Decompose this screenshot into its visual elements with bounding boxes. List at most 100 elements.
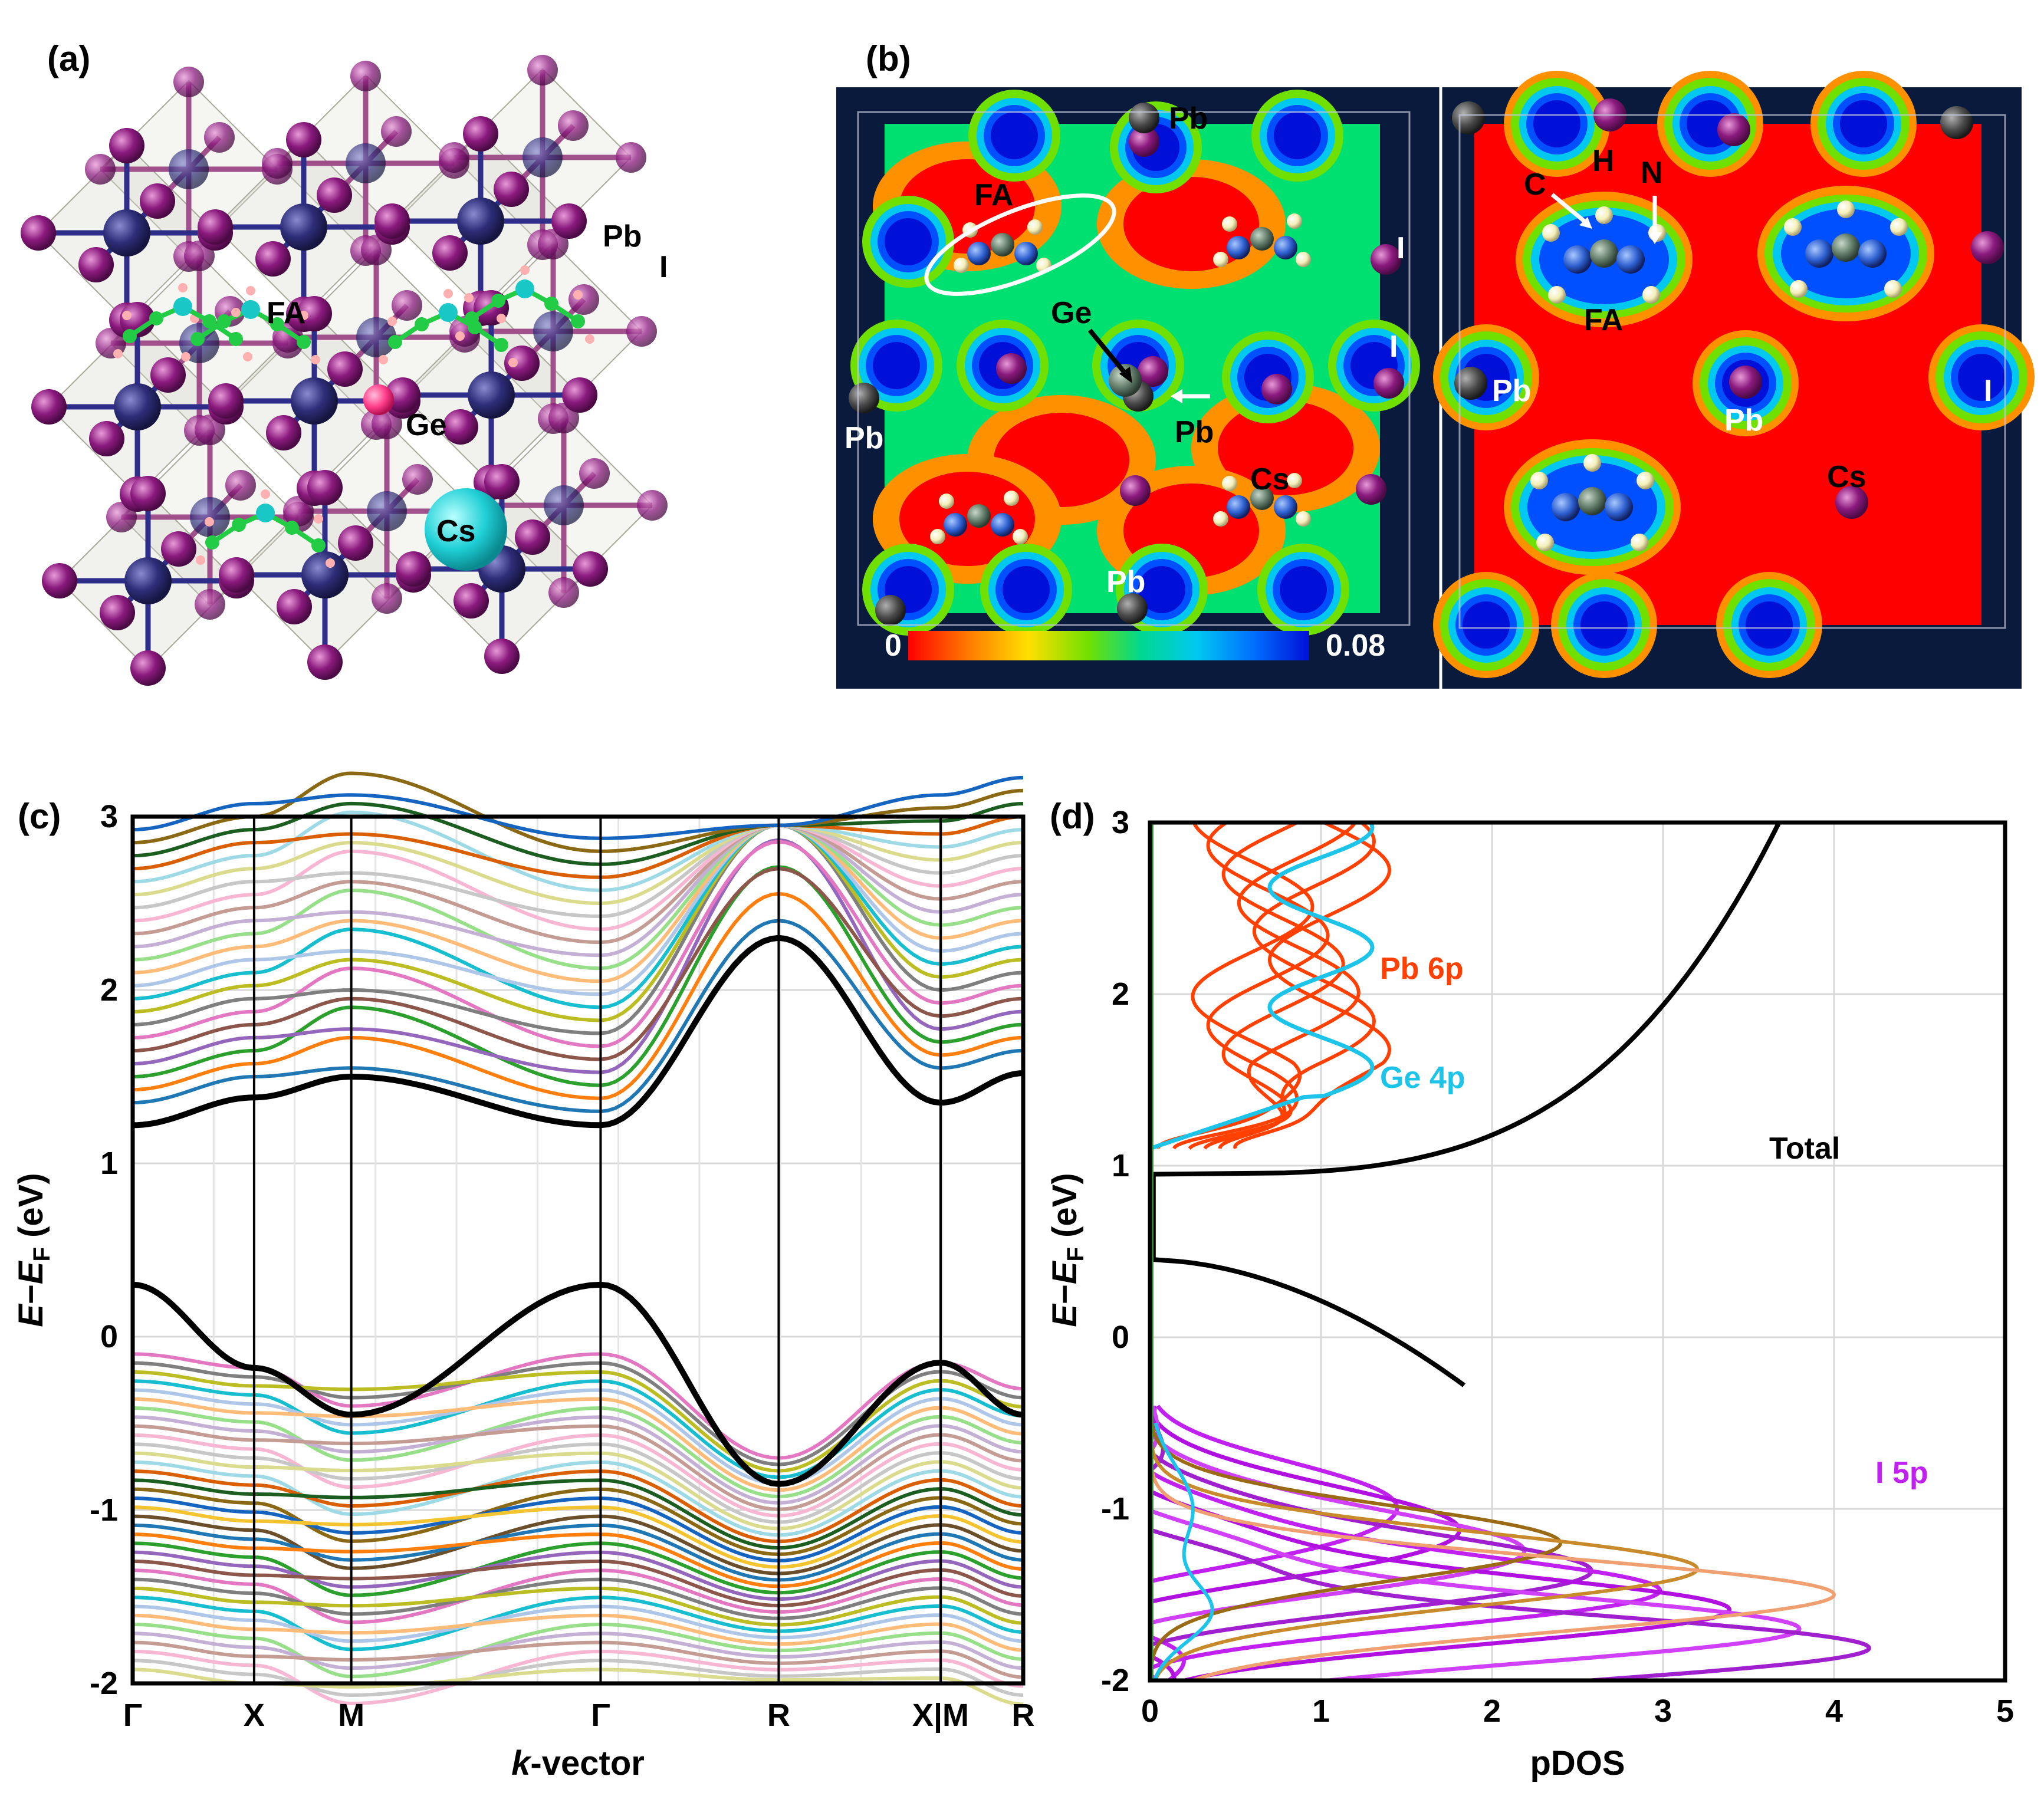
band-y-tick: 1 bbox=[100, 1146, 118, 1181]
pb-bottom-label: Pb bbox=[1106, 565, 1145, 599]
pb-left-label: Pb bbox=[844, 421, 883, 455]
iodine-atom bbox=[130, 476, 166, 511]
fa-label-right: FA bbox=[1584, 303, 1623, 337]
hydrogen-atom bbox=[1642, 286, 1660, 304]
fa-atom bbox=[571, 314, 585, 328]
lead-atom bbox=[103, 209, 150, 256]
fa-atom bbox=[202, 314, 216, 328]
pb-left-label-right: Pb bbox=[1492, 374, 1531, 408]
lead-atom bbox=[533, 311, 573, 351]
fa-atom bbox=[190, 332, 205, 346]
ge-arrow bbox=[1087, 328, 1130, 378]
iodine-atom bbox=[78, 247, 114, 282]
pdos-y-tick: -1 bbox=[1101, 1491, 1129, 1527]
fa-atom bbox=[217, 314, 231, 328]
iodine-atom bbox=[350, 61, 381, 91]
pdos-x-tick: 3 bbox=[1654, 1693, 1672, 1729]
lead-atom bbox=[849, 383, 879, 413]
iodine-atom bbox=[317, 177, 352, 213]
fa-atom bbox=[544, 297, 558, 311]
iodine-atom bbox=[262, 148, 293, 179]
iodine-atom bbox=[558, 110, 589, 141]
iodine-atom bbox=[381, 116, 412, 147]
iodine-atom bbox=[130, 650, 166, 686]
fa-atom bbox=[311, 538, 326, 552]
pb-top-label: Pb bbox=[1169, 101, 1208, 136]
hydrogen-atom bbox=[379, 355, 388, 364]
band-x-tick: M bbox=[338, 1698, 364, 1733]
hydrogen-atom bbox=[1784, 218, 1802, 236]
iodine-atom bbox=[1971, 231, 2004, 264]
panel-d-label: (d) bbox=[1050, 797, 1095, 836]
lead-atom bbox=[1940, 106, 1973, 139]
i5p-curve bbox=[1148, 1422, 1563, 1680]
iodine-atom bbox=[439, 142, 469, 173]
hydrogen-atom bbox=[181, 352, 190, 361]
pb6p-curve bbox=[1203, 821, 1361, 1150]
fa-atom bbox=[494, 338, 508, 352]
fa-atom bbox=[388, 335, 402, 349]
hydrogen-atom bbox=[1636, 472, 1654, 489]
fa-highlight-ellipse bbox=[924, 193, 1116, 296]
hydrogen-atom bbox=[1548, 286, 1566, 304]
pdos-y-tick: 2 bbox=[1112, 976, 1129, 1012]
hydrogen-atom bbox=[1583, 454, 1601, 472]
band-x-tick: Γ bbox=[123, 1698, 142, 1733]
fa-atom bbox=[1805, 239, 1833, 268]
lead-atom bbox=[522, 137, 563, 177]
fa-atom bbox=[465, 311, 479, 325]
iodine-atom bbox=[1371, 244, 1401, 275]
hydrogen-atom bbox=[1222, 216, 1237, 232]
iodine-atom bbox=[996, 353, 1027, 384]
iodine-atom bbox=[1129, 126, 1159, 157]
hydrogen-atom bbox=[455, 331, 465, 341]
iodine-atom bbox=[150, 357, 186, 393]
iodine-atom bbox=[484, 639, 520, 674]
pdos-x-tick: 2 bbox=[1483, 1693, 1501, 1729]
hydrogen-atom bbox=[1542, 224, 1560, 242]
iodine-atom bbox=[120, 302, 155, 337]
fa-atom bbox=[1227, 236, 1250, 259]
right-density-map: C H N FA Pb Pb I Cs bbox=[1433, 71, 2035, 678]
hydrogen-atom bbox=[122, 311, 132, 320]
pb6p-curve bbox=[1156, 821, 1315, 1149]
hydrogen-atom bbox=[930, 529, 945, 544]
iodine-atom bbox=[161, 531, 196, 567]
atom-layer bbox=[21, 55, 668, 686]
lead-atom bbox=[190, 497, 230, 537]
i-label: I bbox=[659, 250, 668, 284]
band-lines bbox=[132, 771, 1024, 1706]
hydrogen-atom bbox=[387, 317, 397, 326]
pb6p-label: Pb 6p bbox=[1380, 952, 1464, 986]
hydrogen-atom bbox=[464, 293, 474, 302]
fa-atom bbox=[256, 504, 275, 522]
hydrogen-atom bbox=[326, 558, 335, 568]
iodine-atom bbox=[42, 563, 77, 598]
hydrogen-atom bbox=[1631, 534, 1648, 551]
fa-atom bbox=[1832, 233, 1860, 262]
hydrogen-atom bbox=[1884, 280, 1902, 298]
hydrogen-atom bbox=[1296, 252, 1311, 267]
ge4p-curve bbox=[1149, 821, 1375, 1151]
hydrogen-atom bbox=[314, 514, 323, 524]
pdos-x-tick: 1 bbox=[1312, 1693, 1330, 1729]
fa-atom bbox=[1858, 239, 1887, 268]
fa-atom bbox=[285, 521, 299, 535]
fa-atom bbox=[173, 297, 192, 316]
hydrogen-atom bbox=[178, 283, 188, 292]
lead-atom bbox=[124, 557, 172, 604]
colorbar-max: 0.08 bbox=[1326, 629, 1385, 663]
lead-atom bbox=[875, 595, 906, 626]
total-label: Total bbox=[1769, 1131, 1840, 1166]
hydrogen-atom bbox=[573, 290, 583, 300]
fa-atom bbox=[1616, 245, 1645, 274]
fa-atom bbox=[415, 317, 429, 331]
i-label-right: I bbox=[1984, 374, 1992, 408]
pdos-x-tick: 0 bbox=[1141, 1693, 1159, 1729]
band-y-ticks: 3 2 1 0 -1 -2 bbox=[90, 799, 118, 1701]
hydrogen-atom bbox=[939, 494, 954, 509]
fa-atom bbox=[229, 332, 243, 346]
fa-atom bbox=[991, 233, 1014, 256]
band-y-axis-label: E−EF (eV) bbox=[12, 1173, 55, 1327]
